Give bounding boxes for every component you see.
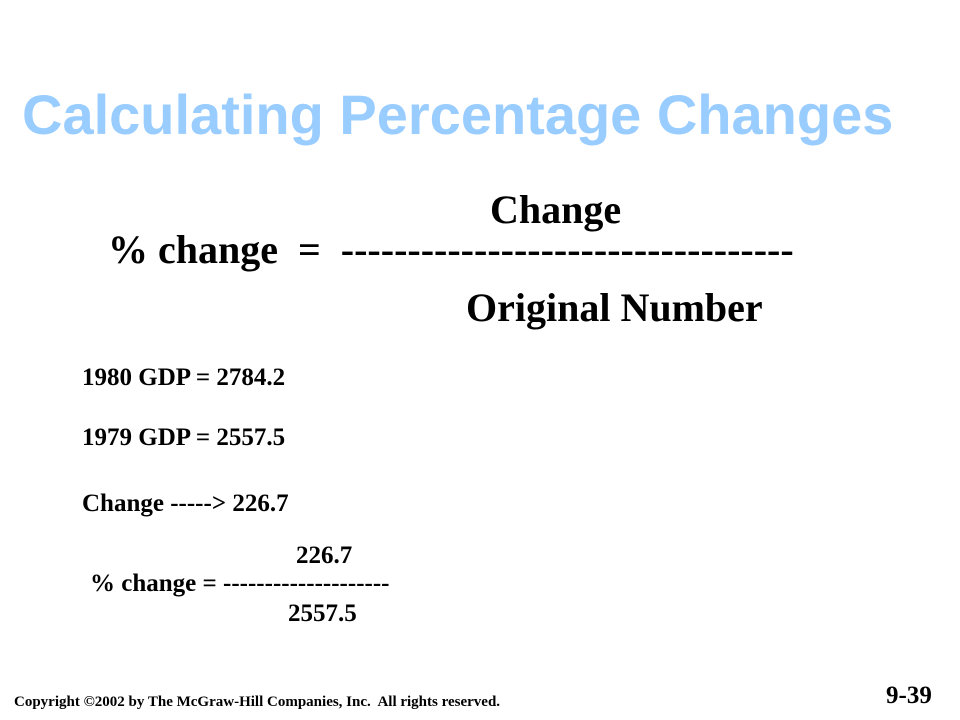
copyright: Copyright ©2002 by The McGraw-Hill Compa… [14, 694, 501, 710]
example-numerator: 226.7 [296, 542, 353, 569]
example-denominator: 2557.5 [288, 600, 357, 627]
formula-denominator: Original Number [466, 285, 763, 330]
line: Change -----> 226.7 [82, 490, 289, 517]
formula-numerator: Change [490, 187, 622, 232]
formula-lhs: % change = -----------------------------… [108, 227, 794, 272]
title: Calculating Percentage Changes [22, 83, 894, 146]
example-lhs: % change = -------------------- [90, 570, 390, 597]
line: 1980 GDP = 2784.2 [82, 364, 286, 391]
line: 1979 GDP = 2557.5 [82, 424, 286, 451]
page-number: 9-39 [886, 682, 932, 709]
